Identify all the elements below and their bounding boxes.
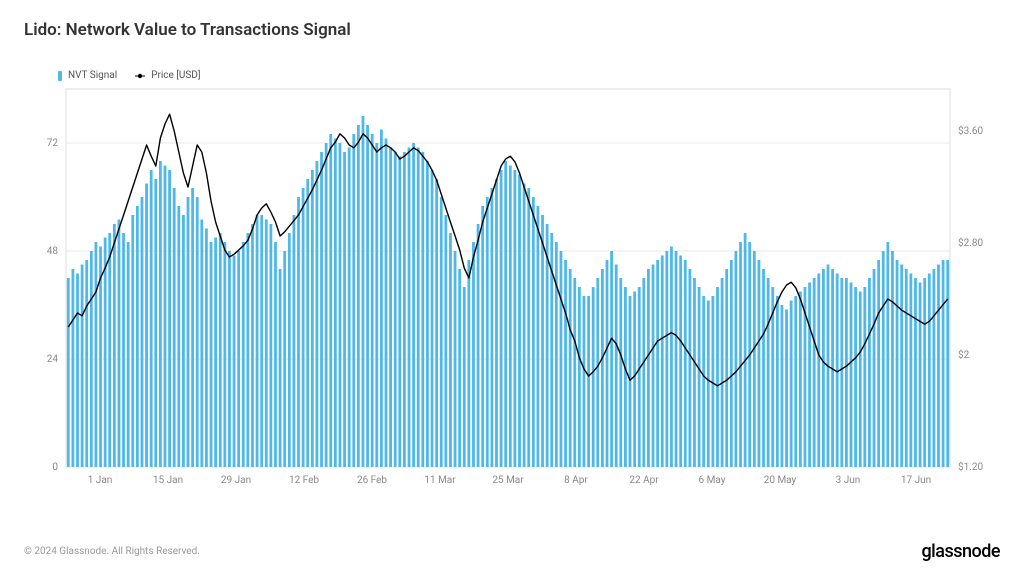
- svg-text:15 Jan: 15 Jan: [153, 475, 183, 486]
- svg-text:$3.60: $3.60: [958, 124, 983, 137]
- svg-text:22 Apr: 22 Apr: [629, 475, 659, 486]
- copyright-text: © 2024 Glassnode. All Rights Reserved.: [24, 546, 200, 557]
- svg-text:72: 72: [47, 138, 59, 149]
- svg-text:11 Mar: 11 Mar: [424, 475, 456, 486]
- legend-price-label: Price [USD]: [151, 70, 200, 81]
- svg-text:6 May: 6 May: [699, 475, 726, 486]
- legend-nvt-label: NVT Signal: [68, 70, 117, 81]
- svg-text:29 Jan: 29 Jan: [221, 475, 251, 486]
- legend-item-price: Price [USD]: [135, 70, 200, 81]
- svg-text:$2.80: $2.80: [958, 236, 983, 249]
- nvt-swatch-icon: [58, 71, 62, 81]
- svg-text:48: 48: [47, 246, 59, 257]
- chart-plot: 0 24 48 72 $1.20 $2 $2.80 $3.60 1 Jan 15 Jan 29 Ja…: [24, 85, 1000, 495]
- svg-text:12 Feb: 12 Feb: [289, 475, 319, 486]
- svg-text:$2: $2: [958, 348, 970, 361]
- price-swatch-icon: [135, 71, 145, 81]
- svg-text:0: 0: [52, 462, 58, 473]
- brand-logo: glassnode: [921, 541, 1000, 562]
- legend: NVT Signal Price [USD]: [58, 70, 1000, 81]
- svg-text:$1.20: $1.20: [958, 460, 983, 473]
- svg-text:1 Jan: 1 Jan: [88, 475, 113, 486]
- svg-text:20 May: 20 May: [764, 475, 797, 486]
- chart-svg: 0 24 48 72 $1.20 $2 $2.80 $3.60 1 Jan 15 Jan 29 Ja…: [24, 85, 1000, 495]
- legend-item-nvt: NVT Signal: [58, 70, 117, 81]
- chart-container: Lido: Network Value to Transactions Sign…: [0, 0, 1024, 576]
- svg-text:25 Mar: 25 Mar: [492, 475, 524, 486]
- svg-text:8 Apr: 8 Apr: [564, 475, 588, 486]
- svg-text:26 Feb: 26 Feb: [357, 475, 387, 486]
- svg-text:17 Jun: 17 Jun: [901, 475, 931, 486]
- chart-title: Lido: Network Value to Transactions Sign…: [24, 20, 1000, 40]
- svg-text:3 Jun: 3 Jun: [836, 475, 861, 486]
- footer: © 2024 Glassnode. All Rights Reserved. g…: [24, 541, 1000, 562]
- svg-text:24: 24: [47, 354, 59, 365]
